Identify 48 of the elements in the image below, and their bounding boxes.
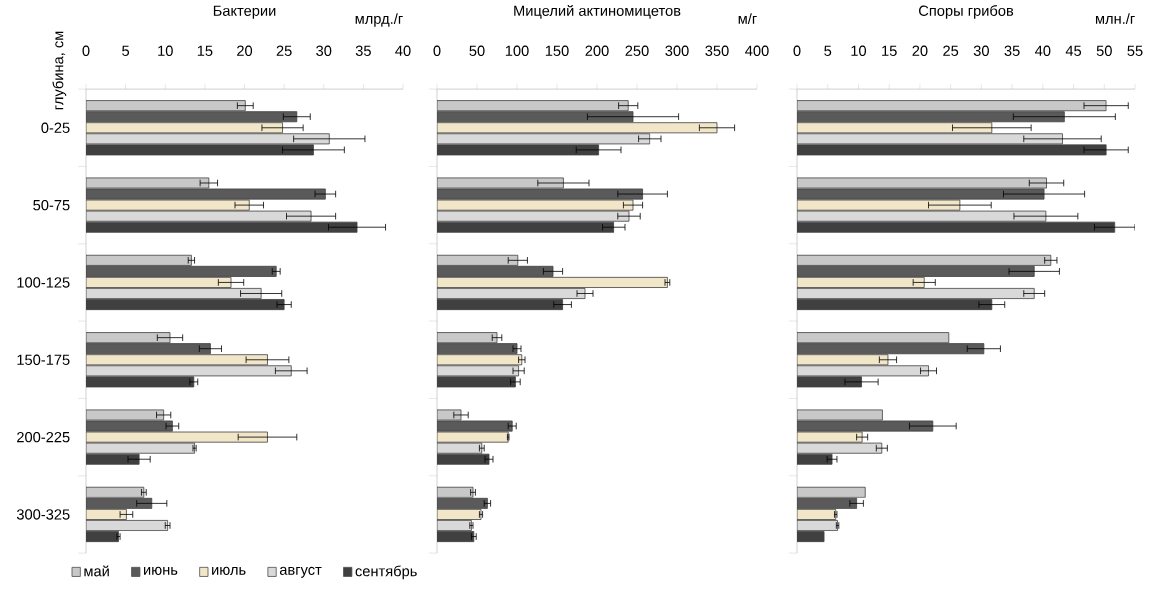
y-tick-label: 150-175 bbox=[17, 354, 70, 365]
chart-title: Бактерии bbox=[213, 5, 276, 19]
x-tick-label: 25 bbox=[276, 45, 292, 56]
x-axis-title: млн./г bbox=[1095, 13, 1135, 24]
legend-label: июль bbox=[212, 566, 246, 575]
x-tick-label: 0 bbox=[433, 45, 441, 56]
x-tick-label: 350 bbox=[705, 45, 729, 56]
y-tick-label: 200-225 bbox=[17, 431, 70, 443]
chart-title: Споры грибов bbox=[919, 4, 1014, 19]
legend-label: май bbox=[84, 565, 109, 577]
legend-label: август bbox=[279, 566, 322, 578]
x-tick-label: 150 bbox=[545, 45, 569, 56]
y-tick-label: 300-325 bbox=[16, 509, 70, 520]
x-tick-label: 55 bbox=[1127, 45, 1143, 56]
x-tick-label: 10 bbox=[851, 45, 867, 56]
chart-title: Мицелий актиномицетов bbox=[514, 4, 681, 19]
x-tick-label: 5 bbox=[122, 45, 130, 56]
x-tick-label: 0 bbox=[793, 45, 801, 56]
y-tick-label: 100-125 bbox=[17, 277, 70, 288]
legend-label: июнь bbox=[144, 566, 178, 575]
y-tick-label: 0-25 bbox=[41, 122, 70, 133]
y-tick-label: 50-75 bbox=[33, 199, 70, 211]
x-tick-label: 35 bbox=[355, 45, 371, 56]
x-tick-label: 30 bbox=[973, 45, 989, 56]
x-axis-title: млрд./г bbox=[355, 13, 403, 27]
x-tick-label: 45 bbox=[1065, 45, 1082, 56]
x-axis-title: м/г bbox=[738, 13, 757, 24]
x-tick-label: 250 bbox=[625, 45, 649, 56]
x-tick-label: 25 bbox=[943, 45, 959, 56]
x-tick-label: 0 bbox=[82, 45, 90, 56]
x-tick-label: 15 bbox=[882, 45, 897, 56]
x-tick-label: 400 bbox=[745, 45, 769, 56]
y-axis-title: глубина, см bbox=[52, 31, 67, 110]
x-tick-label: 20 bbox=[237, 45, 253, 56]
legend-label: сентябрь bbox=[355, 565, 417, 580]
x-tick-label: 30 bbox=[316, 45, 332, 56]
x-tick-label: 10 bbox=[158, 45, 173, 56]
x-tick-label: 200 bbox=[585, 45, 609, 56]
x-tick-label: 50 bbox=[469, 45, 485, 56]
x-tick-label: 35 bbox=[1004, 45, 1020, 56]
x-tick-label: 15 bbox=[197, 45, 213, 56]
x-tick-label: 50 bbox=[1096, 45, 1112, 56]
x-tick-label: 40 bbox=[395, 45, 411, 56]
x-tick-label: 100 bbox=[505, 45, 529, 56]
x-tick-label: 20 bbox=[912, 45, 928, 56]
x-tick-label: 300 bbox=[665, 45, 689, 56]
x-tick-label: 5 bbox=[824, 45, 832, 56]
x-tick-label: 40 bbox=[1035, 45, 1051, 56]
